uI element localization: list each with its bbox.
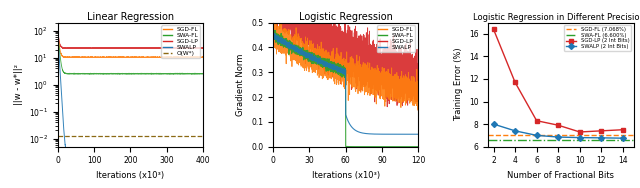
Y-axis label: Training Error (%): Training Error (%) [454, 48, 463, 121]
X-axis label: Number of Fractional Bits: Number of Fractional Bits [508, 171, 614, 180]
Y-axis label: ||w - w*||²: ||w - w*||² [14, 64, 23, 105]
Legend: SGD-FL, SWA-FL, SGD-LP, SWALP: SGD-FL, SWA-FL, SGD-LP, SWALP [376, 26, 415, 52]
Legend: SGD-FL (7.068%), SWA-FL (6.600%), SGD-LP (2 Int Bits), SWALP (2 Int Bits): SGD-FL (7.068%), SWA-FL (6.600%), SGD-LP… [564, 25, 631, 51]
Title: Logistic Regression: Logistic Regression [299, 12, 392, 22]
Title: Linear Regression: Linear Regression [87, 12, 174, 22]
X-axis label: Iterations (x10³): Iterations (x10³) [96, 171, 164, 180]
X-axis label: Iterations (x10³): Iterations (x10³) [312, 171, 380, 180]
Legend: SGD-FL, SWA-FL, SGD-LP, SWALP, O(W*): SGD-FL, SWA-FL, SGD-LP, SWALP, O(W*) [161, 26, 200, 58]
Title: Logistic Regression in Different Precisions: Logistic Regression in Different Precisi… [473, 13, 640, 22]
Y-axis label: Gradient Norm: Gradient Norm [236, 53, 246, 116]
